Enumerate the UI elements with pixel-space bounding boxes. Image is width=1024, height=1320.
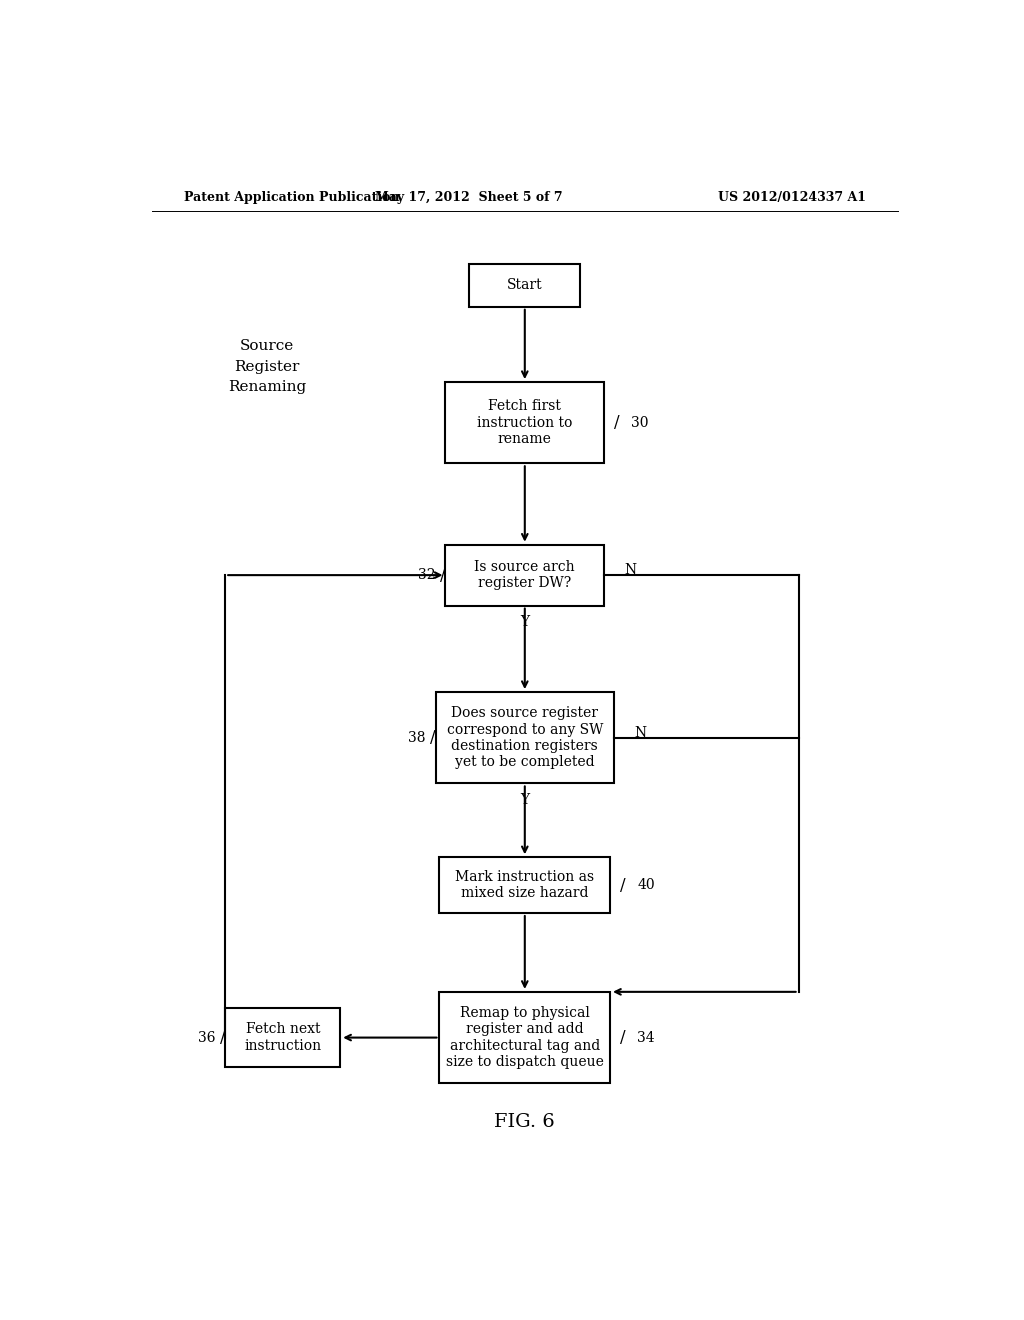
Text: /: / bbox=[440, 566, 445, 583]
Text: /: / bbox=[620, 1030, 626, 1045]
FancyBboxPatch shape bbox=[469, 264, 581, 306]
Text: Start: Start bbox=[507, 279, 543, 293]
FancyBboxPatch shape bbox=[225, 1008, 340, 1067]
Text: /: / bbox=[620, 876, 626, 894]
Text: N: N bbox=[624, 564, 636, 577]
Text: Mark instruction as
mixed size hazard: Mark instruction as mixed size hazard bbox=[456, 870, 594, 900]
FancyBboxPatch shape bbox=[445, 381, 604, 463]
Text: Is source arch
register DW?: Is source arch register DW? bbox=[474, 560, 575, 590]
Text: Fetch first
instruction to
rename: Fetch first instruction to rename bbox=[477, 400, 572, 446]
Text: 34: 34 bbox=[637, 1031, 654, 1044]
Text: 36: 36 bbox=[199, 1031, 216, 1044]
Text: 38: 38 bbox=[409, 731, 426, 744]
Text: 30: 30 bbox=[631, 416, 648, 430]
Text: N: N bbox=[634, 726, 646, 739]
Text: Source
Register
Renaming: Source Register Renaming bbox=[227, 339, 306, 395]
FancyBboxPatch shape bbox=[435, 692, 614, 784]
Text: US 2012/0124337 A1: US 2012/0124337 A1 bbox=[718, 190, 866, 203]
Text: FIG. 6: FIG. 6 bbox=[495, 1113, 555, 1131]
Text: Fetch next
instruction: Fetch next instruction bbox=[244, 1023, 322, 1052]
Text: 40: 40 bbox=[637, 878, 654, 892]
Text: /: / bbox=[220, 1030, 225, 1045]
FancyBboxPatch shape bbox=[439, 991, 610, 1084]
Text: Remap to physical
register and add
architectural tag and
size to dispatch queue: Remap to physical register and add archi… bbox=[445, 1006, 604, 1069]
Text: Y: Y bbox=[520, 615, 529, 628]
FancyBboxPatch shape bbox=[439, 857, 610, 913]
Text: /: / bbox=[613, 414, 620, 432]
Text: Patent Application Publication: Patent Application Publication bbox=[183, 190, 399, 203]
FancyBboxPatch shape bbox=[445, 545, 604, 606]
Text: May 17, 2012  Sheet 5 of 7: May 17, 2012 Sheet 5 of 7 bbox=[376, 190, 563, 203]
Text: /: / bbox=[430, 729, 435, 746]
Text: Y: Y bbox=[520, 793, 529, 807]
Text: Does source register
correspond to any SW
destination registers
yet to be comple: Does source register correspond to any S… bbox=[446, 706, 603, 770]
Text: 32: 32 bbox=[419, 568, 436, 582]
